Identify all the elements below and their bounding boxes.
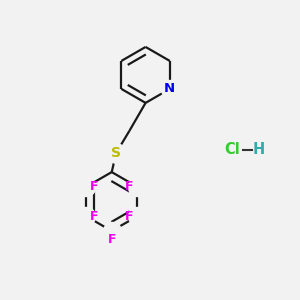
Text: H: H	[253, 142, 265, 158]
Text: Cl: Cl	[225, 142, 240, 158]
Text: F: F	[125, 210, 133, 223]
Text: F: F	[107, 233, 116, 246]
Text: F: F	[125, 180, 133, 193]
Text: S: S	[111, 146, 121, 160]
Text: F: F	[90, 180, 99, 193]
Text: N: N	[164, 82, 176, 95]
Text: F: F	[90, 210, 99, 223]
